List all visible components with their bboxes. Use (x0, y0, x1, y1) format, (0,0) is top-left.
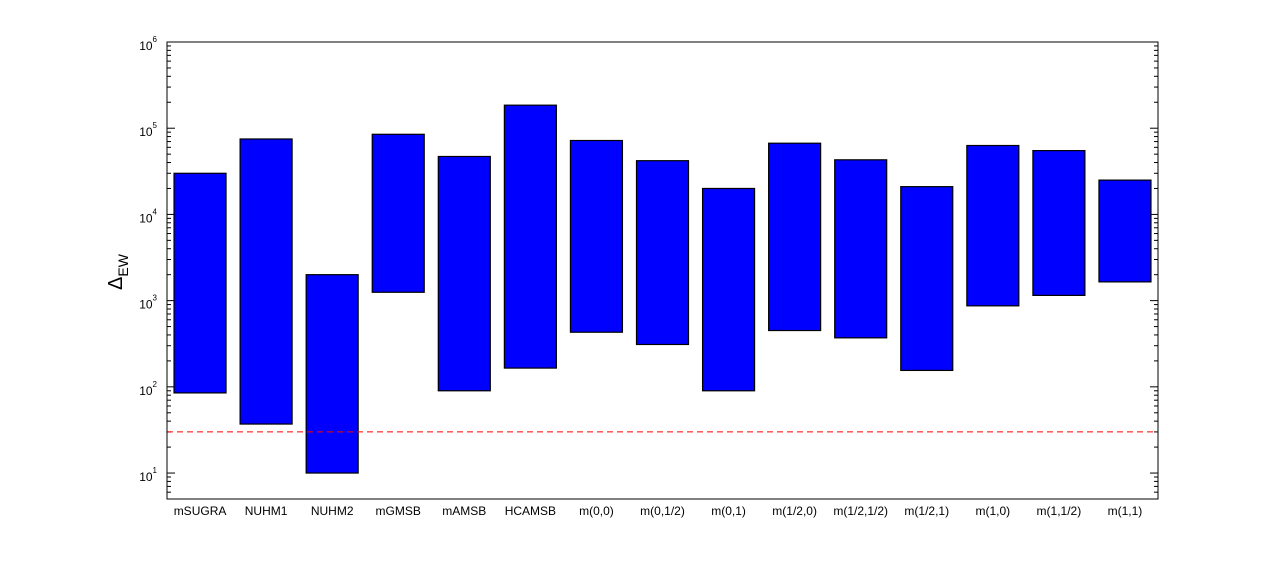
bars (173, 104, 1152, 474)
bar-2 (305, 274, 359, 474)
y-tick-label: 102 (139, 380, 157, 398)
x-tick-label: mGMSB (376, 504, 421, 518)
y-tick-label: 101 (139, 466, 157, 484)
plot-frame (166, 41, 1159, 500)
bar-3 (371, 133, 425, 293)
y-tick-label: 105 (139, 121, 157, 139)
bar-13 (1032, 149, 1086, 296)
x-tick-label: NUHM1 (245, 504, 288, 518)
y-axis-label: ΔEW (105, 253, 131, 290)
x-tick-label: mSUGRA (174, 504, 227, 518)
y-tick-label: 104 (139, 207, 157, 225)
bar-7 (635, 160, 690, 346)
x-tick-label: m(1/2,1) (904, 504, 949, 518)
x-tick-labels: mSUGRA NUHM1 NUHM2 mGMSB mAMSB HCAMSB m(0,0) m(… (174, 504, 1143, 518)
x-tick-label: m(0,0) (579, 504, 614, 518)
bar-1 (239, 138, 293, 425)
x-tick-label: m(1/2,0) (772, 504, 817, 518)
bar-0 (173, 172, 227, 394)
y-tick-label: 106 (139, 35, 157, 53)
x-tick-label: m(1,0) (975, 504, 1010, 518)
bar-14 (1098, 179, 1152, 283)
x-tick-label: m(0,1/2) (640, 504, 685, 518)
bar-10 (834, 159, 888, 339)
bar-9 (768, 142, 822, 332)
bar-8 (701, 187, 756, 392)
x-tick-label: m(1,1) (1108, 504, 1143, 518)
y-tick-label: 103 (139, 294, 157, 312)
bar-11 (900, 186, 954, 372)
bar-6 (569, 139, 624, 333)
x-tick-label: m(1,1/2) (1037, 504, 1082, 518)
x-tick-label: mAMSB (442, 504, 486, 518)
bar-12 (966, 144, 1020, 307)
bar-5 (503, 104, 557, 369)
bar-4 (437, 155, 491, 392)
x-tick-label: HCAMSB (505, 504, 556, 518)
x-tick-label: m(0,1) (711, 504, 746, 518)
y-ticks: 101 102 103 104 105 106 (139, 35, 157, 484)
x-tick-label: NUHM2 (311, 504, 354, 518)
x-tick-label: m(1/2,1/2) (833, 504, 888, 518)
